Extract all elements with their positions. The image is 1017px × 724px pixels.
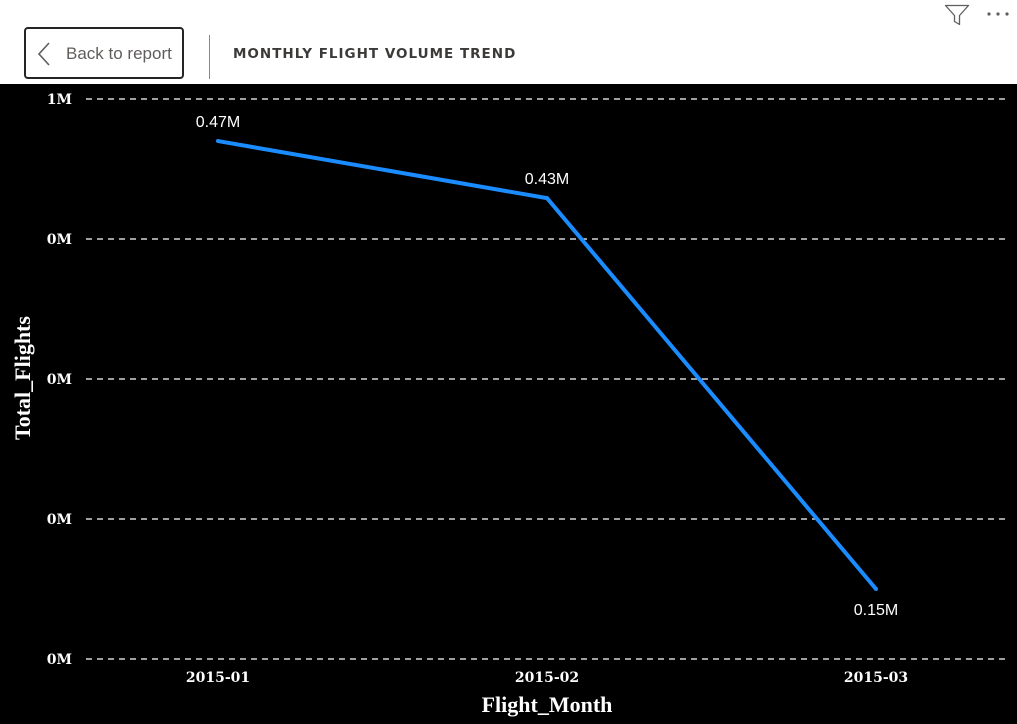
filter-icon[interactable] bbox=[944, 4, 970, 26]
data-label: 0.15M bbox=[854, 602, 898, 619]
page-title: MONTHLY FLIGHT VOLUME TREND bbox=[233, 46, 517, 62]
series-line-group bbox=[216, 139, 878, 591]
chevron-left-icon bbox=[37, 42, 50, 66]
y-tick-label: 0M bbox=[47, 652, 72, 668]
data-point bbox=[874, 587, 878, 591]
y-tick-label: 1M bbox=[47, 92, 72, 108]
back-to-report-button[interactable]: Back to report bbox=[24, 27, 184, 79]
data-labels: 0.47M 0.43M 0.15M bbox=[196, 114, 898, 619]
x-tick-label: 2015-02 bbox=[515, 670, 579, 686]
x-tick-label: 2015-01 bbox=[186, 670, 250, 686]
header-divider bbox=[209, 35, 210, 79]
y-axis: 0M 0M 0M 0M 1M bbox=[47, 92, 72, 668]
x-axis: 2015-01 2015-02 2015-03 bbox=[186, 670, 908, 686]
chart-area: 0M 0M 0M 0M 1M 2015-01 2015-02 2015-03 0.47M 0.… bbox=[0, 84, 1017, 724]
back-button-label: Back to report bbox=[66, 44, 172, 63]
more-options-icon[interactable] bbox=[986, 10, 1010, 18]
visual-header: Back to report MONTHLY FLIGHT VOLUME TRE… bbox=[0, 0, 1017, 84]
y-tick-label: 0M bbox=[47, 512, 72, 528]
data-point bbox=[545, 196, 549, 201]
y-axis-title: Total_Flights bbox=[10, 316, 35, 440]
data-point bbox=[216, 139, 220, 144]
y-tick-label: 0M bbox=[47, 232, 72, 248]
y-tick-label: 0M bbox=[47, 372, 72, 388]
x-axis-title: Flight_Month bbox=[482, 692, 613, 717]
data-label: 0.43M bbox=[525, 171, 569, 188]
data-label: 0.47M bbox=[196, 114, 240, 131]
x-tick-label: 2015-03 bbox=[844, 670, 908, 686]
series-line bbox=[217, 139, 878, 591]
